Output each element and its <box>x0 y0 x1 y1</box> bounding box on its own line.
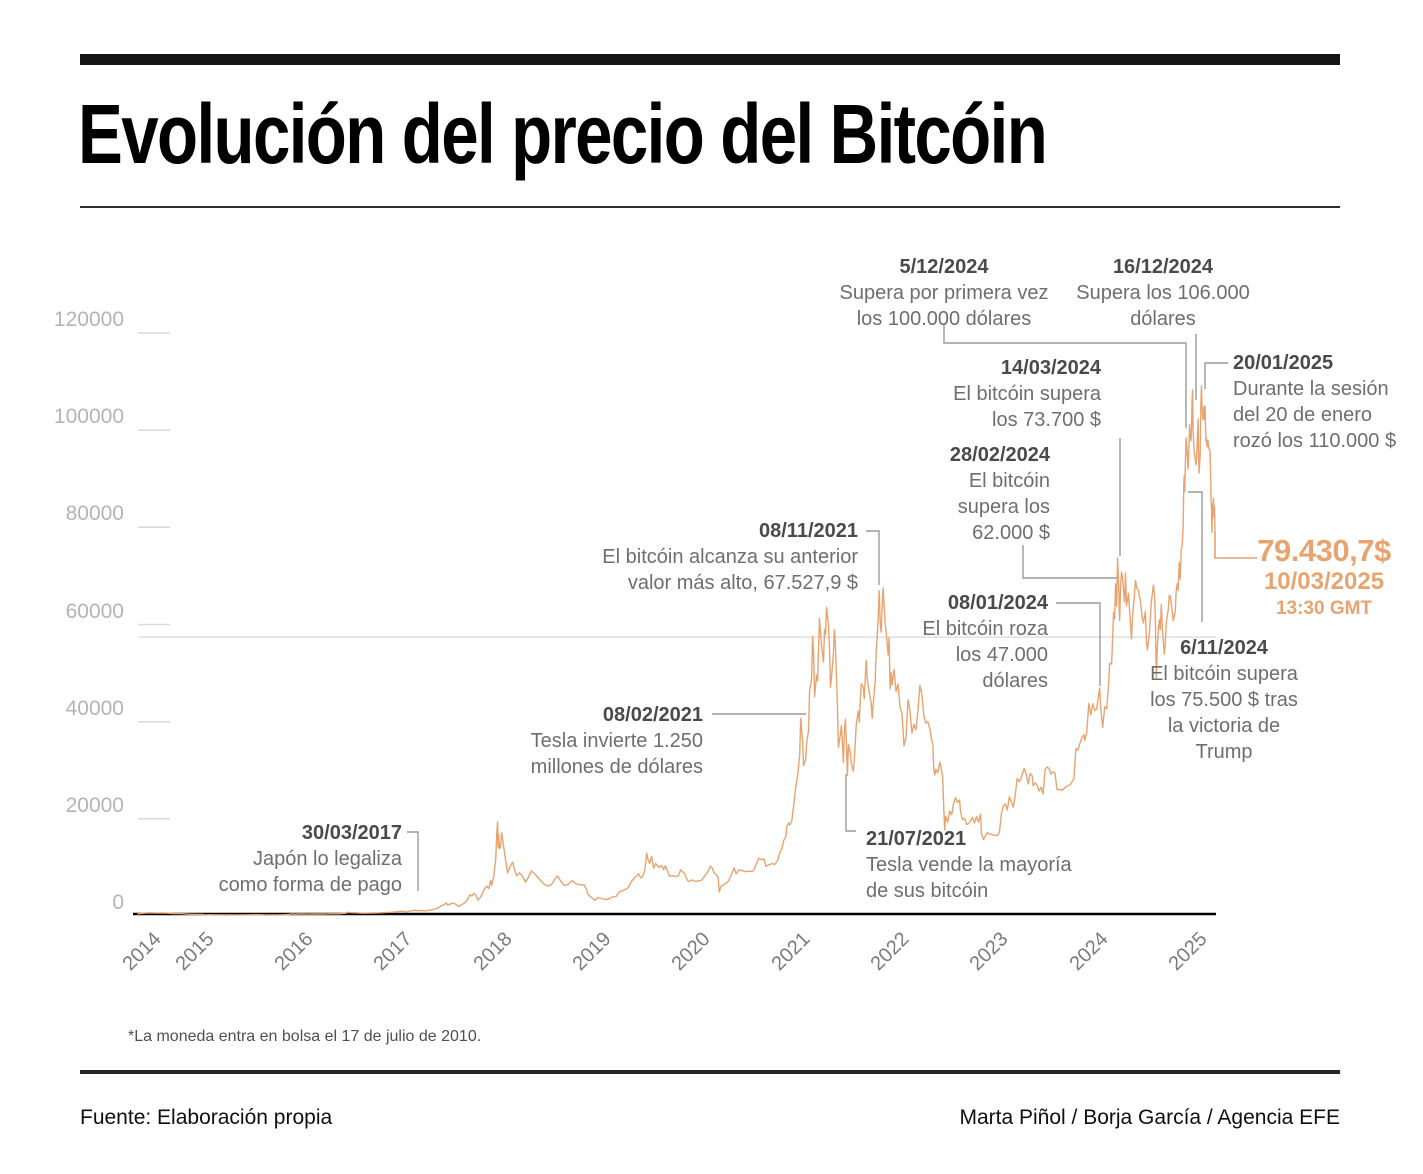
annotation-text: valor más alto, 67.527,9 $ <box>627 572 858 594</box>
annotation-date: 5/12/2024 <box>899 256 989 278</box>
leader-line <box>845 774 856 832</box>
y-axis-label: 120000 <box>53 308 124 331</box>
annotation-text: los 73.700 $ <box>992 409 1101 431</box>
annotation-date: 08/11/2021 <box>759 520 858 542</box>
annotation-date: 21/07/2021 <box>866 828 967 850</box>
annotation-text: Tesla invierte 1.250 <box>530 730 703 752</box>
annotation-date: 08/01/2024 <box>947 592 1048 614</box>
annotation-14-03-2024: 14/03/2024 El bitcóin supera los 73.700 $ <box>781 355 1101 433</box>
annotation-5-12-2024: 5/12/2024 Supera por primera vez los 100.0… <box>784 254 1104 332</box>
author-credit: Marta Piñol / Borja García / Agencia EFE <box>959 1106 1340 1129</box>
annotation-text: El bitcóin <box>968 470 1050 492</box>
annotation-text: los 47.000 <box>955 644 1048 666</box>
source-credit: Fuente: Elaboración propia <box>80 1106 333 1129</box>
annotation-text: Tesla vende la mayoría <box>866 854 1072 876</box>
y-axis-label: 60000 <box>65 600 124 623</box>
annotation-text: los 75.500 $ tras <box>1150 689 1298 711</box>
annotation-text: El bitcóin roza <box>922 618 1048 640</box>
y-axis-label: 100000 <box>53 405 124 428</box>
annotation-08-11-2021: 08/11/2021 El bitcóin alcanza su anterior… <box>538 518 858 596</box>
annotation-text: como forma de pago <box>218 874 402 896</box>
annotation-text: Japón lo legaliza <box>253 848 402 870</box>
annotation-21-07-2021: 21/07/2021 Tesla vende la mayoría de sus b… <box>866 826 1072 904</box>
annotation-text: El bitcóin supera <box>1150 663 1298 685</box>
annotation-text: Supera por primera vez <box>839 282 1049 304</box>
y-axis-label: 80000 <box>65 502 124 525</box>
annotation-text: del 20 de enero <box>1233 404 1373 426</box>
annotation-text: Supera los 106.000 <box>1076 282 1250 304</box>
annotation-date: 30/03/2017 <box>301 822 402 844</box>
annotation-20-01-2025: 20/01/2025 Durante la sesión del 20 de ene… <box>1233 350 1396 454</box>
y-axis-label: 20000 <box>65 794 124 817</box>
title-divider <box>80 206 1340 208</box>
leader-line <box>1022 545 1118 579</box>
current-price-time: 13:30 GMT <box>1275 598 1373 619</box>
annotation-08-01-2024: 08/01/2024 El bitcóin roza los 47.000 dólar… <box>728 590 1048 694</box>
annotation-text: El bitcóin alcanza su anterior <box>602 546 858 568</box>
annotation-date: 14/03/2024 <box>1000 357 1101 379</box>
top-bar <box>80 54 1340 65</box>
annotation-date: 28/02/2024 <box>949 444 1050 466</box>
leader-line <box>407 831 419 891</box>
annotation-text: Durante la sesión <box>1233 378 1389 400</box>
annotation-text: millones de dólares <box>530 756 703 778</box>
annotation-text: rozó los 110.000 $ <box>1233 430 1397 452</box>
footer-divider <box>80 1070 1340 1074</box>
current-price-callout: 79.430,7$ 10/03/2025 13:30 GMT <box>1238 534 1410 622</box>
price-line <box>137 385 1216 916</box>
leader-line <box>943 324 1187 428</box>
footnote: *La moneda entra en bolsa el 17 de julio… <box>128 1028 482 1045</box>
leader-line <box>1188 491 1203 622</box>
y-axis-label: 40000 <box>65 697 124 720</box>
annotation-text: la victoria de <box>1167 715 1281 737</box>
current-price: 79.430,7$ <box>1257 533 1391 568</box>
annotation-16-12-2024: 16/12/2024 Supera los 106.000 dólares <box>1003 254 1323 332</box>
annotation-text: dólares <box>982 670 1048 692</box>
leader-line <box>1204 362 1228 389</box>
annotation-text: dólares <box>1130 308 1196 330</box>
y-axis-label: 0 <box>112 891 124 914</box>
annotation-date: 08/02/2021 <box>602 704 703 726</box>
page-title: Evolución del precio del Bitcóin <box>78 87 1048 181</box>
leader-line <box>1056 602 1101 686</box>
annotation-text: de sus bitcóin <box>866 880 989 902</box>
annotation-text: 62.000 $ <box>972 522 1050 544</box>
annotation-28-02-2024: 28/02/2024 El bitcóin supera los 62.000 $ <box>730 442 1050 546</box>
annotation-date: 6/11/2024 <box>1180 637 1268 659</box>
annotation-30-03-2017: 30/03/2017 Japón lo legaliza como forma de… <box>82 820 402 898</box>
callout-connector <box>1214 531 1257 559</box>
annotation-text: El bitcóin supera <box>953 383 1101 405</box>
annotation-08-02-2021: 08/02/2021 Tesla invierte 1.250 millones d… <box>383 702 703 780</box>
annotation-text: supera los <box>957 496 1050 518</box>
annotation-6-11-2024: 6/11/2024 El bitcóin supera los 75.500 $ t… <box>1064 635 1384 765</box>
annotation-date: 20/01/2025 <box>1233 352 1334 374</box>
annotation-text: los 100.000 dólares <box>856 308 1032 330</box>
annotation-date: 16/12/2024 <box>1112 256 1214 278</box>
annotation-text: Trump <box>1195 741 1253 763</box>
current-price-date: 10/03/2025 <box>1263 568 1385 595</box>
leader-line <box>866 530 880 585</box>
